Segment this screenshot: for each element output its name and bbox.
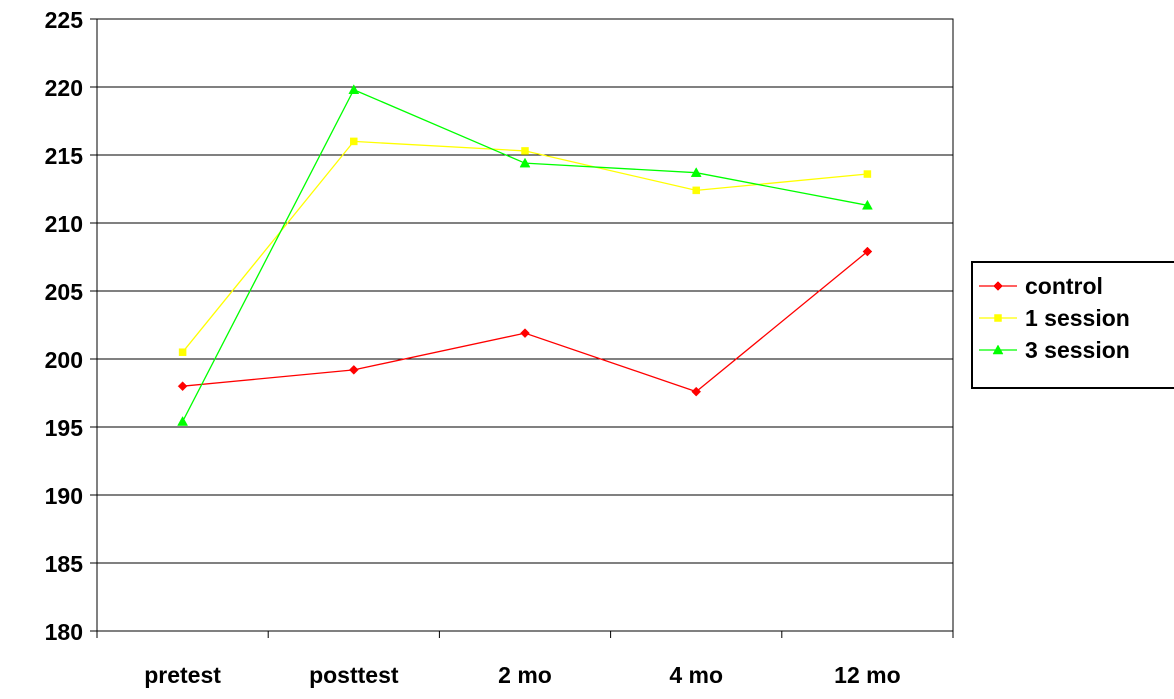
legend-marker [994,314,1002,322]
y-tick-label: 180 [45,619,83,645]
plot-area [96,18,954,632]
y-tick-label: 185 [45,551,84,577]
gridlines [97,18,953,632]
data-point [862,246,873,257]
series-line [182,251,868,393]
data-point [348,365,359,375]
axes: 180 185 190 195 200 205 210 215 220 225 pretest pos… [45,7,954,688]
data-point [178,348,187,356]
x-tick-label: posttest [309,662,399,688]
data-point [863,170,872,178]
series-line [182,88,868,422]
y-tick-label: 190 [45,483,83,509]
x-tick-label: pretest [144,662,221,688]
y-tick-label: 215 [45,143,84,169]
y-tick-label: 200 [45,347,83,373]
data-point [177,416,189,426]
legend-box [971,261,1174,389]
data-point [521,147,529,155]
x-tick-label: 12 mo [834,662,900,688]
legend-item-3-session: 3 session [979,337,1130,363]
data-point [861,199,873,210]
data-point [348,84,360,94]
data-point [691,386,702,397]
data-point [177,381,188,392]
data-point [520,328,530,339]
legend-marker [993,281,1003,291]
legend-label: 3 session [1025,337,1130,363]
legend-item-1-session: 1 session [979,305,1130,331]
legend: control 1 session 3 session [971,261,1174,389]
series-control [177,246,873,397]
series-lines [177,84,873,426]
legend-item-control: control [979,273,1103,299]
data-point [519,157,531,168]
y-tick-label: 210 [45,211,83,237]
y-tick-label: 220 [45,75,83,101]
series-1-session [178,137,872,356]
x-tick-label: 2 mo [498,662,552,688]
y-tick-label: 225 [45,7,84,33]
data-point [690,167,702,177]
series-3-session [177,84,873,426]
y-tick-label: 205 [45,279,84,305]
legend-label: control [1025,273,1103,299]
series-line [182,140,868,353]
data-point [692,186,700,195]
legend-label: 1 session [1025,305,1130,331]
x-tick-label: 4 mo [669,662,723,688]
legend-marker [992,344,1004,355]
data-point [350,137,358,146]
y-tick-label: 195 [45,415,84,441]
